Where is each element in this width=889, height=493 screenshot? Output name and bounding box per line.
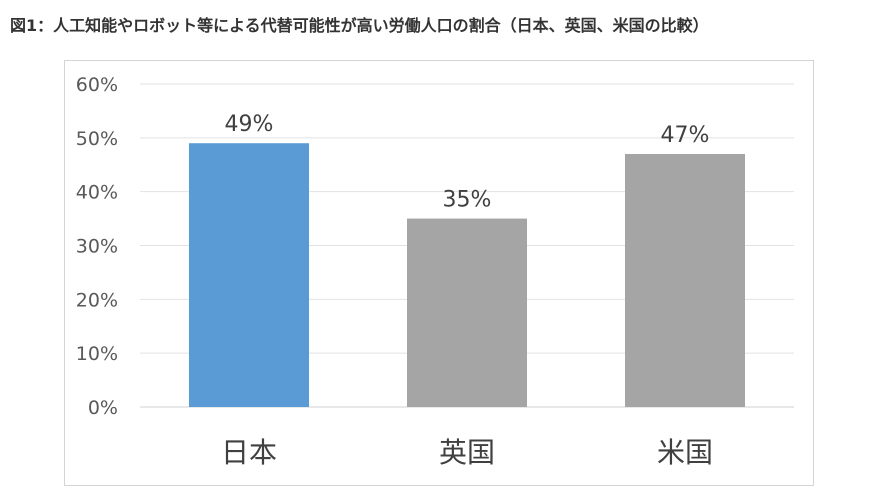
- data-label: 49%: [225, 112, 274, 137]
- y-tick-label: 20%: [76, 289, 118, 311]
- y-tick-label: 60%: [76, 74, 118, 96]
- y-tick-label: 30%: [76, 236, 118, 258]
- figure-title: 図1：人工知能やロボット等による代替可能性が高い労働人口の割合（日本、英国、米国…: [10, 16, 709, 35]
- data-label: 47%: [661, 123, 710, 148]
- y-tick-label: 0%: [88, 397, 118, 419]
- bar: [625, 153, 745, 407]
- bar: [189, 143, 309, 407]
- x-tick-label: 日本: [221, 436, 277, 469]
- bar: [407, 218, 527, 407]
- y-tick-label: 50%: [76, 128, 118, 150]
- y-tick-label: 10%: [76, 343, 118, 365]
- data-label: 35%: [443, 188, 492, 213]
- x-tick-label: 米国: [657, 436, 713, 469]
- y-tick-label: 40%: [76, 182, 118, 204]
- x-tick-label: 英国: [439, 436, 495, 469]
